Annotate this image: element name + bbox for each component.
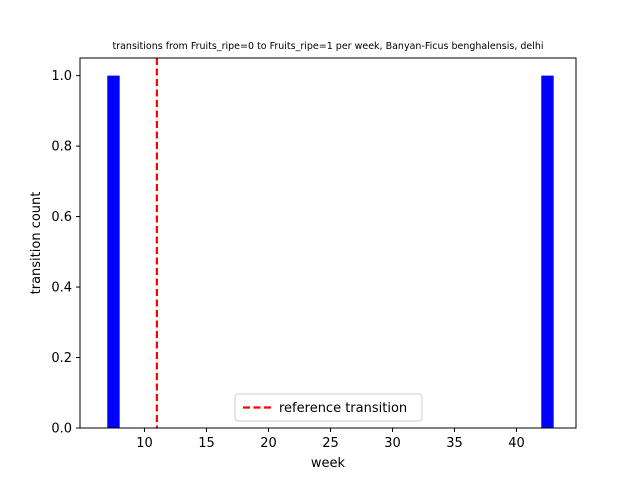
x-tick-label: 10 xyxy=(136,436,153,451)
x-tick-label: 35 xyxy=(446,436,463,451)
legend-reference-label: reference transition xyxy=(279,401,407,416)
y-axis-ticks: 0.0 0.2 0.4 0.6 0.8 1.0 xyxy=(51,69,80,437)
plot-frame xyxy=(79,57,577,429)
x-tick-label: 25 xyxy=(322,436,339,451)
y-tick-label: 0.6 xyxy=(51,210,72,225)
legend-box xyxy=(234,393,423,422)
bars-layer xyxy=(107,75,554,428)
y-axis-title: transition count xyxy=(29,192,44,295)
y-tick-label: 0.8 xyxy=(51,140,72,155)
y-tick-label: 0.4 xyxy=(51,281,72,296)
bar-0 xyxy=(107,75,120,428)
x-axis-ticks: 10 15 20 25 30 35 40 xyxy=(136,428,525,451)
chart-title: transitions from Fruits_ripe=0 to Fruits… xyxy=(112,41,543,52)
legend: reference transition xyxy=(234,393,423,422)
y-tick-label: 0.0 xyxy=(51,422,72,437)
y-tick-label: 0.2 xyxy=(51,351,72,366)
x-tick-label: 20 xyxy=(260,436,277,451)
x-tick-label: 40 xyxy=(508,436,525,451)
y-tick-label: 1.0 xyxy=(51,69,72,84)
bar-1 xyxy=(541,75,554,428)
x-tick-label: 15 xyxy=(198,436,215,451)
x-tick-label: 30 xyxy=(384,436,401,451)
x-axis-title: week xyxy=(311,456,346,471)
